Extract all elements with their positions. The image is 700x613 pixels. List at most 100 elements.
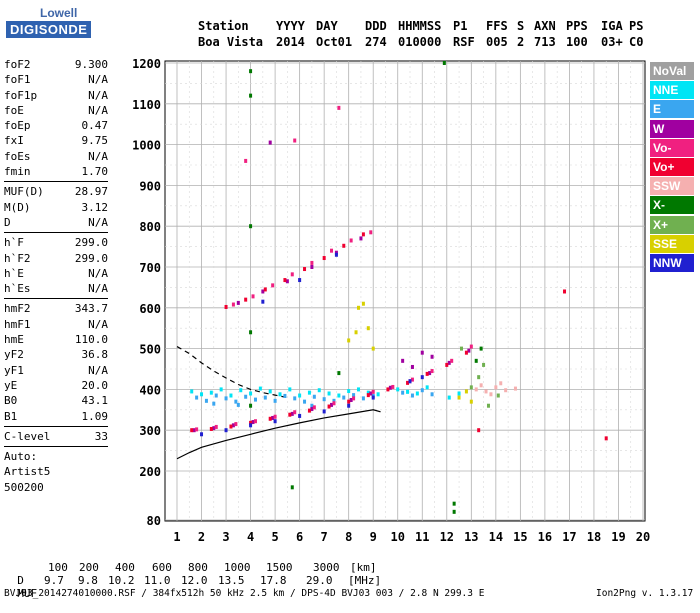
footer-muf-value: 9.7 [44,574,64,587]
header-value-8: 713 [534,35,556,49]
echo-point [477,428,481,433]
autoscale-line3: 500200 [4,480,44,494]
y-tick-label: 500 [139,343,161,357]
echo-point [334,250,338,255]
echo-point [450,358,454,363]
x-tick-label: 15 [513,530,527,544]
echo-point [283,278,287,283]
x-tick-label: 14 [489,530,503,544]
echo-point [401,390,405,395]
echo-point [406,389,410,394]
echo-point [236,402,240,407]
param-row: hmE 110.0 [4,332,108,347]
param-value: N/A [88,215,108,229]
y-tick-label: 400 [139,383,161,397]
echo-point [290,411,294,416]
echo-point [312,394,316,399]
footer-d-label: D [17,574,24,587]
echo-point [425,385,429,390]
footer-d-value: [km] [350,561,377,574]
param-value: 3.12 [81,200,109,214]
param-value: N/A [88,282,108,296]
echo-point [349,238,353,243]
param-key: M(D) [4,200,31,214]
autoscale-line1: Auto: [4,450,38,464]
echo-point [479,346,483,351]
param-key: MUF(D) [4,185,44,199]
echo-point [334,252,338,257]
echo-point [200,432,204,437]
echo-point [209,426,213,431]
echo-point [251,294,255,299]
x-tick-label: 4 [247,530,254,544]
echo-point [204,398,208,403]
param-key: foE [4,103,24,117]
legend-item-w: W [650,119,694,138]
echo-point [337,393,341,398]
footer-d-value: 3000 [313,561,340,574]
echo-point [352,396,356,401]
echo-point [322,256,326,261]
echo-point [261,299,265,304]
legend-item-vo: Vo- [650,138,694,157]
echo-point [244,297,248,302]
echo-point [369,230,373,235]
header-value-2: Oct01 [316,35,353,49]
legend-item-nnw: NNW [650,253,694,272]
param-row: B0 43.1 [4,393,108,408]
echo-point [327,391,331,396]
footer-muf-value: 11.0 [144,574,171,587]
param-value: 36.8 [81,348,109,362]
echo-point [464,389,468,394]
param-value: 0.47 [81,119,109,133]
param-value: 1.09 [81,409,109,423]
param-key: h`F2 [4,251,31,265]
param-key: B1 [4,409,18,423]
echo-point [445,362,449,367]
echo-point [469,344,473,349]
echo-point [263,287,267,292]
echo-point [469,385,473,390]
header-label-5: P1 [453,19,468,33]
header-label-3: DDD [365,19,387,33]
footer-muf-value: 10.2 [108,574,135,587]
param-key: h`E [4,266,24,280]
x-tick-label: 20 [636,530,650,544]
y-tick-label: 1100 [132,98,161,112]
legend-item-e: E [650,100,694,119]
echo-point [467,348,471,353]
echo-point [489,392,493,397]
echo-point [371,389,375,394]
echo-point [342,395,346,400]
parameter-panel: foF2 9.300 foF1 N/A foF1p N/A foE N/A foEp 0.47 fx… [4,57,108,495]
echo-point [604,436,608,441]
param-key: fmin [4,165,31,179]
echo-point [293,138,297,143]
param-key: yE [4,378,18,392]
param-value: 33 [94,429,108,443]
echo-point [332,398,336,403]
echo-point [317,388,321,393]
echo-point [209,390,213,395]
echo-point [253,397,257,402]
param-row: yF1 N/A [4,363,108,378]
param-row: h`Es N/A [4,281,108,296]
echo-point [224,304,228,309]
header-value-0: Boa Vista [198,35,264,49]
param-key: hmF2 [4,302,31,316]
y-tick-label: 1200 [132,57,161,71]
param-key: B0 [4,394,18,408]
param-value: N/A [88,103,108,117]
echo-point [386,387,390,392]
echo-point [366,326,370,331]
echo-point [420,388,424,393]
echo-point [190,428,194,433]
ionogram-chart: 1 2 3 4 5 6 7 8 9 10 11 12 13 14 15 16 17 18 19 20802003004… [132,57,650,544]
echo-point [366,393,370,398]
echo-point [359,236,363,241]
logo-line2: DIGISONDE [6,21,92,38]
param-key: foF1 [4,73,31,87]
echo-point [388,385,392,390]
echo-point [283,393,287,398]
param-key: yF1 [4,363,24,377]
